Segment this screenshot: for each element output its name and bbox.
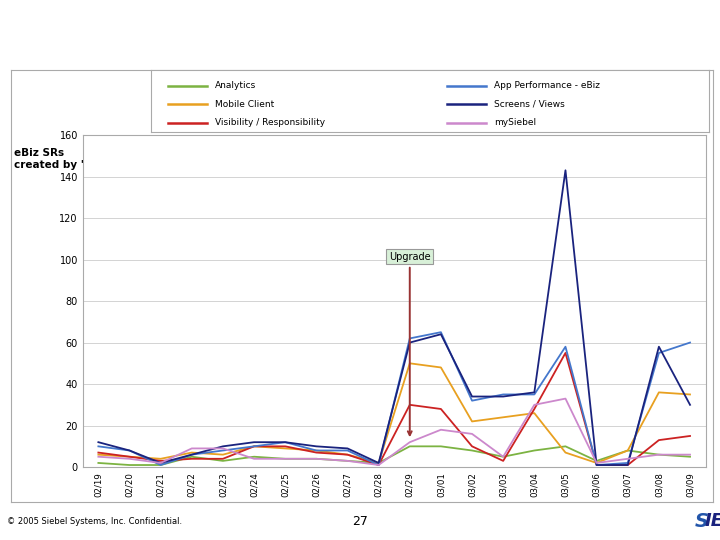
Text: mySiebel: mySiebel <box>495 118 536 127</box>
Text: App Performance - eBiz: App Performance - eBiz <box>495 81 600 90</box>
Text: IEBEL: IEBEL <box>704 512 720 530</box>
Text: eBiz SRs
created by 'area': eBiz SRs created by 'area' <box>14 148 114 170</box>
Text: Post Upgrade – Service Requests: Post Upgrade – Service Requests <box>13 26 401 46</box>
Text: Upgrade: Upgrade <box>389 252 431 435</box>
Text: © 2005 Siebel Systems, Inc. Confidential.: © 2005 Siebel Systems, Inc. Confidential… <box>7 517 182 525</box>
Text: Mobile Client: Mobile Client <box>215 100 274 109</box>
Text: S: S <box>695 511 708 531</box>
Text: Visibility / Responsibility: Visibility / Responsibility <box>215 118 325 127</box>
Text: 27: 27 <box>352 515 368 528</box>
Text: Screens / Views: Screens / Views <box>495 100 565 109</box>
Text: Analytics: Analytics <box>215 81 256 90</box>
